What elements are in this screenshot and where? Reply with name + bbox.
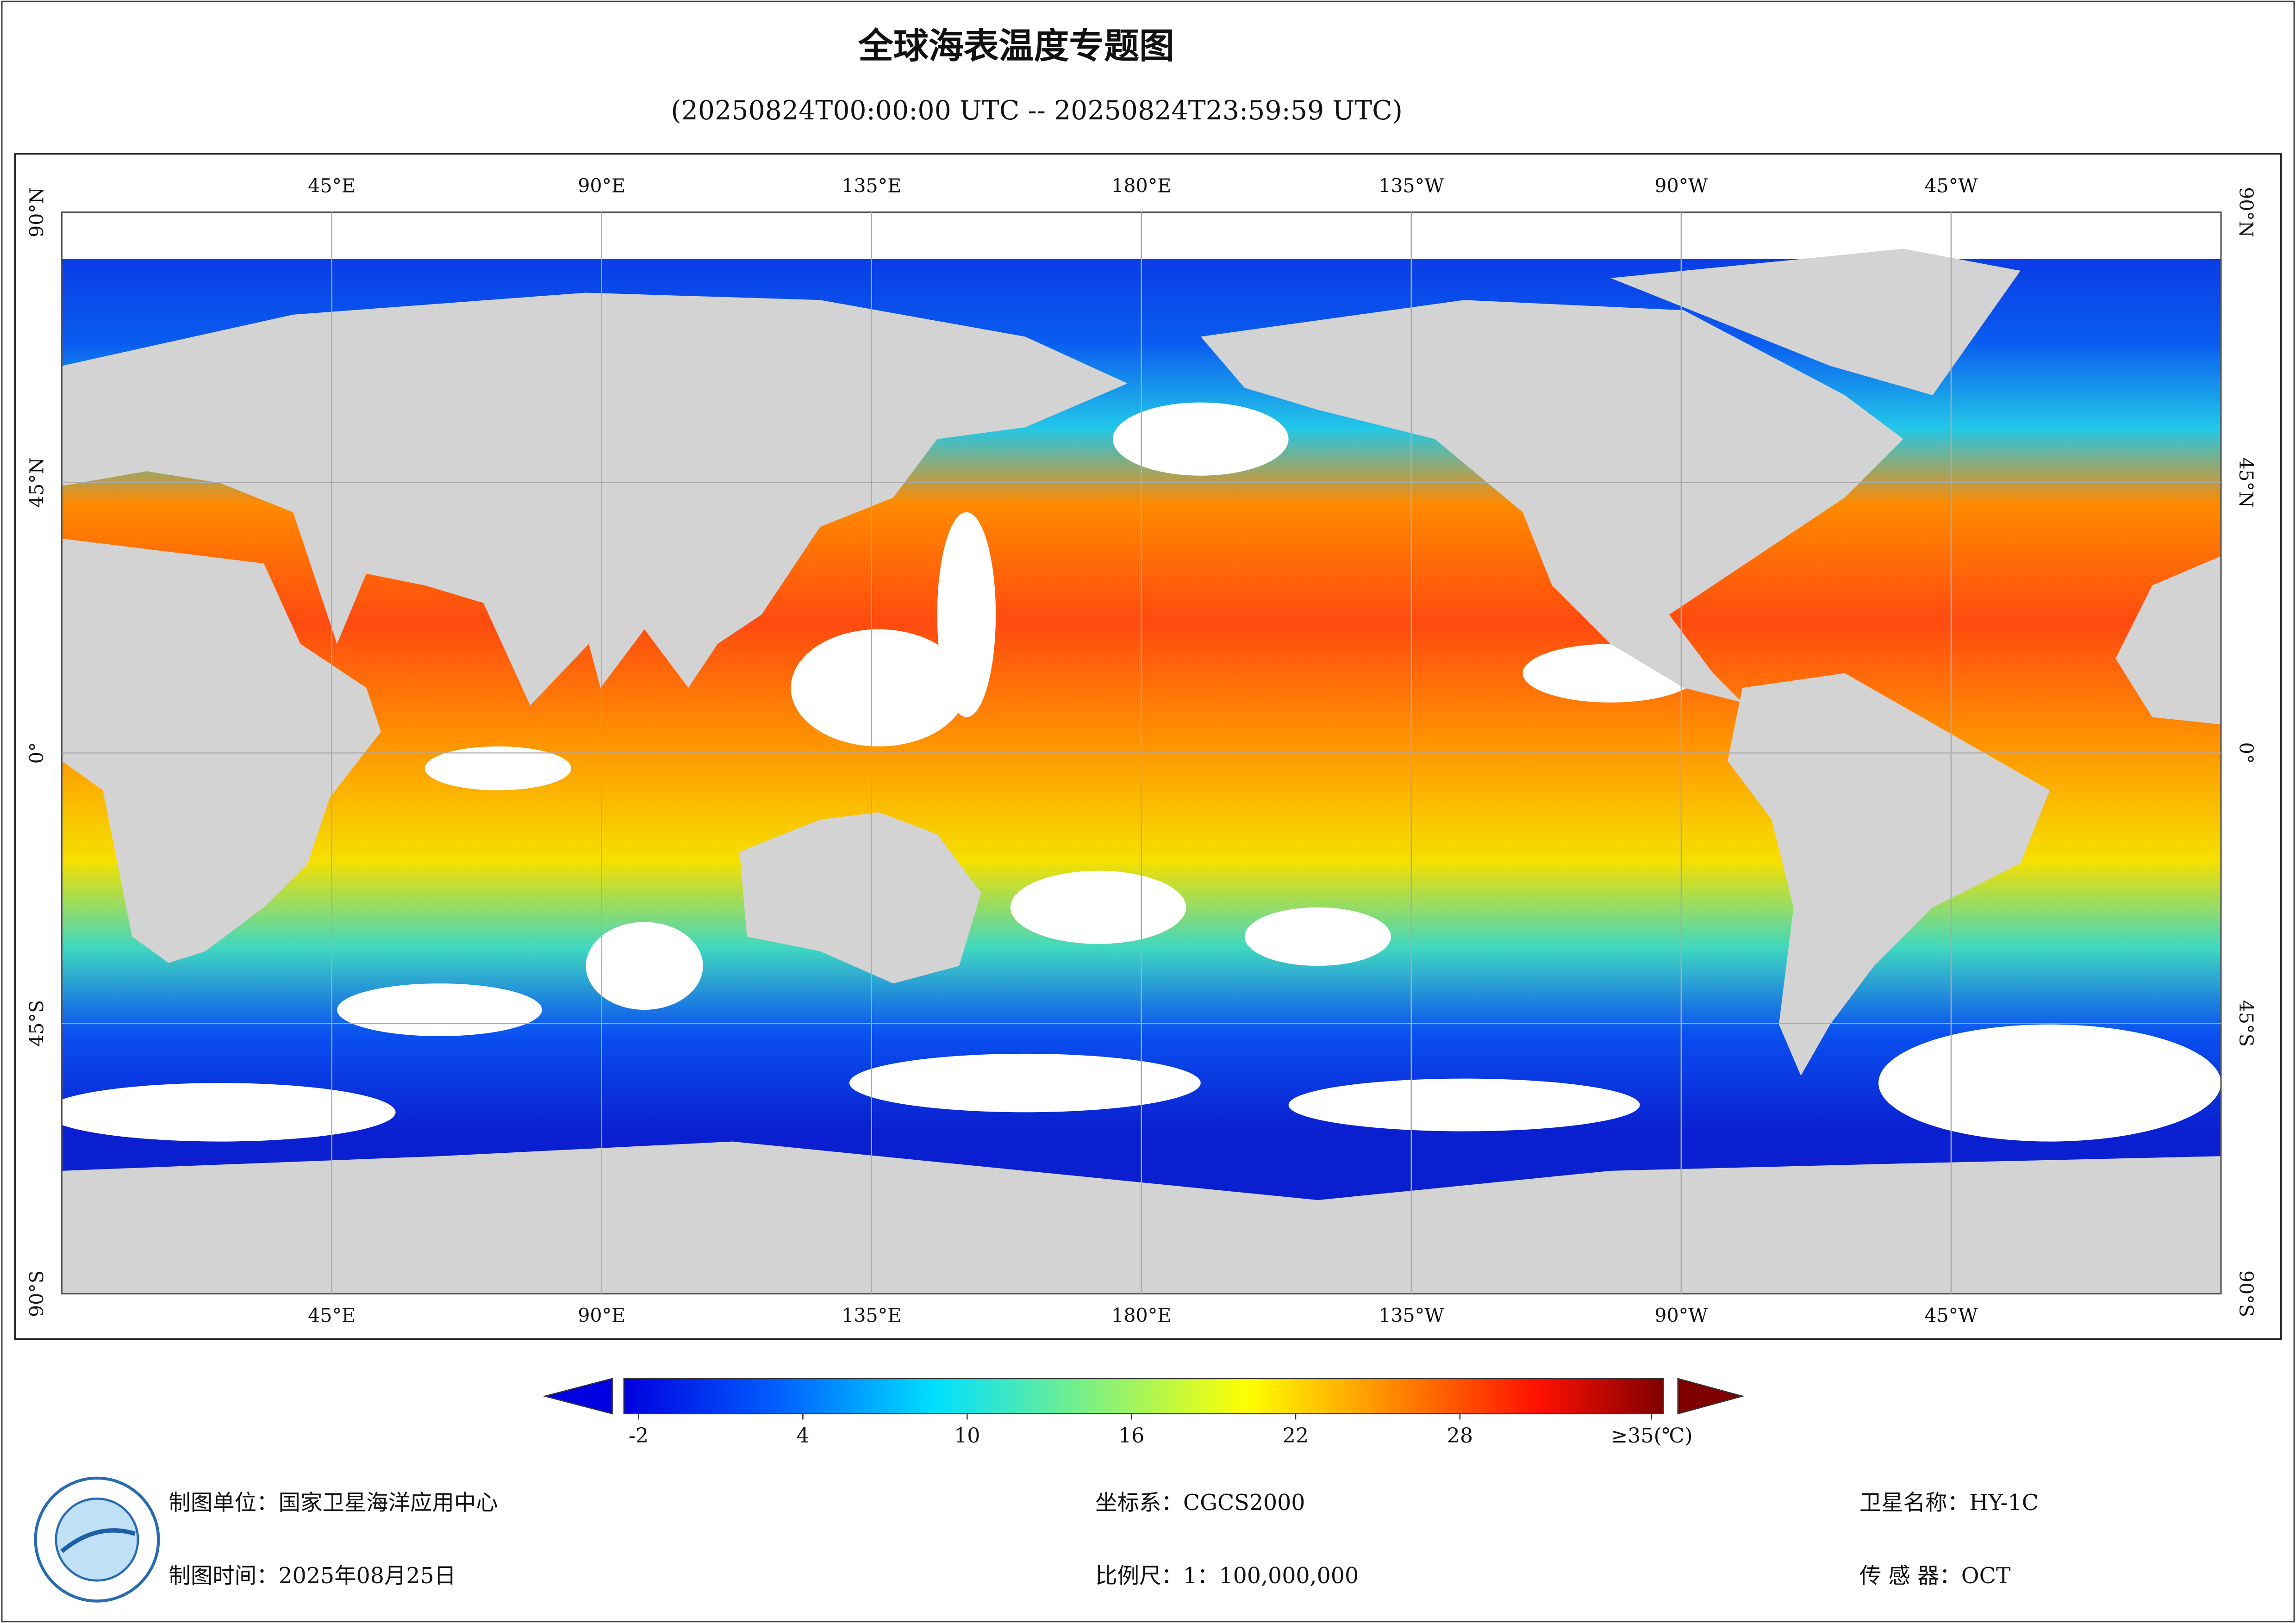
africa	[62, 538, 381, 963]
lon-label-bottom: 90°E	[578, 1305, 625, 1327]
cloud	[586, 922, 703, 1010]
cloud	[44, 1083, 396, 1142]
logo	[34, 1476, 160, 1603]
cloud	[849, 1053, 1201, 1113]
colorbar-low-arrow	[543, 1378, 613, 1415]
lon-label-bottom: 45°E	[308, 1305, 356, 1327]
lat-label-left: 90°S	[25, 1270, 48, 1317]
cloud	[937, 512, 996, 717]
cloud	[424, 746, 572, 790]
colorbar-label: 28	[1447, 1424, 1473, 1448]
lon-label-top: 90°E	[578, 174, 625, 197]
lon-label-bottom: 180°E	[1111, 1305, 1171, 1327]
lat-label-right: 45°N	[2235, 457, 2257, 508]
lat-label-left: 90°N	[25, 187, 48, 237]
colorbar-label: 10	[954, 1424, 980, 1448]
lat-label-left: 45°N	[25, 457, 48, 508]
greenland	[1610, 249, 2021, 395]
lon-label-top: 90°W	[1654, 174, 1708, 197]
map-date: 制图时间：2025年08月25日	[168, 1563, 456, 1589]
australia	[739, 812, 981, 984]
lon-label-top: 45°W	[1924, 174, 1978, 197]
colorbar-label: 22	[1283, 1424, 1309, 1448]
cloud	[1113, 402, 1289, 476]
logo-orbit	[60, 1528, 136, 1553]
lon-label-top: 180°E	[1111, 174, 1171, 197]
lon-label-bottom: 45°W	[1924, 1305, 1978, 1327]
coordinate-system: 坐标系：CGCS2000	[1095, 1490, 1305, 1516]
lat-label-left: 0°	[25, 742, 48, 764]
cloud	[1878, 1024, 2221, 1142]
colorbar-label: 4	[796, 1424, 809, 1448]
colorbar-label: -2	[629, 1424, 649, 1448]
cloud	[791, 629, 967, 746]
map-unit: 制图单位：国家卫星海洋应用中心	[168, 1490, 498, 1516]
map-scale: 比例尺：1：100,000,000	[1095, 1563, 1359, 1589]
lat-label-left: 45°S	[25, 1000, 48, 1047]
logo-globe	[55, 1497, 139, 1582]
lon-label-top: 45°E	[308, 174, 356, 197]
lat-label-right: 90°N	[2235, 187, 2257, 237]
satellite-name: 卫星名称：HY-1C	[1859, 1490, 2039, 1516]
lon-label-top: 135°E	[842, 174, 901, 197]
cloud	[337, 983, 542, 1036]
cloud	[1010, 871, 1186, 944]
colorbar-label: 16	[1118, 1424, 1144, 1448]
south-america	[1728, 673, 2050, 1076]
lat-label-right: 0°	[2235, 742, 2257, 764]
lon-label-bottom: 90°W	[1654, 1305, 1708, 1327]
title: 全球海表温度专题图	[858, 25, 1174, 66]
cloud	[1244, 907, 1391, 966]
north-america	[1200, 300, 1903, 703]
cloud	[1288, 1078, 1640, 1132]
colorbar	[623, 1378, 1664, 1415]
lat-label-right: 90°S	[2235, 1270, 2257, 1317]
subtitle: (20250824T00:00:00 UTC -- 20250824T23:59…	[671, 95, 1402, 126]
west-africa	[2115, 556, 2221, 725]
lon-label-top: 135°W	[1379, 174, 1444, 197]
sensor-name: 传 感 器：OCT	[1859, 1563, 2011, 1589]
eurasia	[62, 292, 1128, 706]
lat-label-right: 45°S	[2235, 1000, 2257, 1047]
lon-label-bottom: 135°E	[842, 1305, 901, 1327]
lon-label-bottom: 135°W	[1379, 1305, 1444, 1327]
colorbar-high-arrow	[1677, 1378, 1745, 1415]
colorbar-label: ≥35(℃)	[1610, 1424, 1692, 1448]
graticule: 45°E 45°E 90°E 90°E 135°E 135°E 180°E 180°E 135°…	[25, 174, 2257, 1326]
